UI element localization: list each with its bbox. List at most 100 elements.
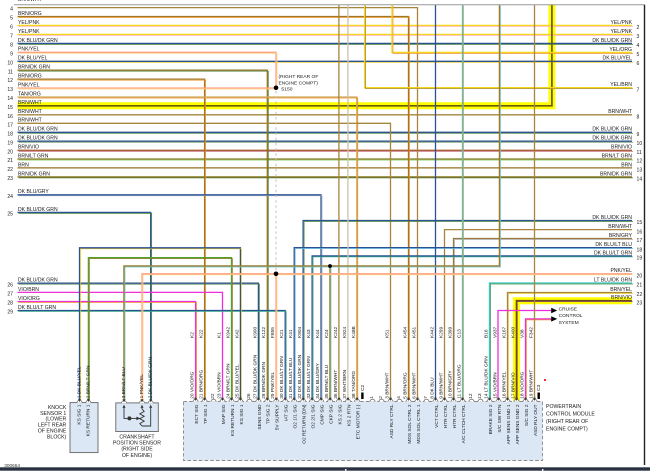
- svg-text:20 VIO/ORG: 20 VIO/ORG: [190, 371, 196, 398]
- svg-text:BRN/DK GRN: BRN/DK GRN: [600, 171, 632, 177]
- svg-text:K1: K1: [216, 332, 222, 338]
- svg-text:DK BLU/DK GRN: DK BLU/DK GRN: [18, 127, 58, 133]
- svg-text:K21: K21: [279, 329, 285, 338]
- svg-text:PNK/YEL: PNK/YEL: [610, 268, 632, 274]
- svg-text:SENSOR 1: SENSOR 1: [40, 411, 66, 417]
- svg-text:C2: C2: [360, 384, 366, 391]
- svg-text:19 BRN/WHT: 19 BRN/WHT: [528, 370, 534, 399]
- svg-text:7: 7: [10, 34, 13, 40]
- svg-text:BRN/WHT: BRN/WHT: [18, 100, 42, 106]
- svg-text:APP SENS GND 1: APP SENS GND 1: [506, 404, 512, 444]
- svg-text:DK BLU/DK GRN: DK BLU/DK GRN: [18, 207, 58, 213]
- svg-text:YEL/BRN: YEL/BRN: [610, 82, 632, 88]
- svg-text:KS SIG 1: KS SIG 1: [239, 404, 245, 424]
- svg-text:CMP SIG: CMP SIG: [320, 404, 326, 424]
- svg-text:BRAKE SIG 2: BRAKE SIG 2: [488, 404, 494, 434]
- svg-text:K242: K242: [333, 326, 339, 338]
- svg-text:15: 15: [637, 220, 643, 226]
- svg-text:K299: K299: [438, 326, 444, 338]
- svg-text:BRN/VIO: BRN/VIO: [18, 145, 39, 151]
- svg-text:11 LT BLU/ORG: 11 LT BLU/ORG: [456, 364, 462, 399]
- svg-text:K24: K24: [324, 329, 330, 338]
- svg-text:9: 9: [10, 51, 13, 57]
- svg-text:BRN/VIO: BRN/VIO: [611, 145, 632, 151]
- svg-text:K122: K122: [261, 326, 267, 338]
- svg-text:MDS SOL CTRL 2: MDS SOL CTRL 2: [407, 404, 413, 443]
- svg-text:12: 12: [7, 78, 13, 84]
- svg-text:26: 26: [7, 282, 13, 288]
- svg-text:DK BLU/DK GRN: DK BLU/DK GRN: [592, 215, 632, 221]
- svg-text:16: 16: [637, 229, 643, 235]
- svg-text:7: 7: [423, 396, 429, 399]
- svg-text:K942: K942: [225, 326, 231, 338]
- svg-text:VIO/ORG: VIO/ORG: [18, 296, 40, 302]
- svg-text:YEL/PNK: YEL/PNK: [18, 20, 40, 26]
- svg-text:DK BLU/LT GRN: DK BLU/LT GRN: [18, 305, 56, 311]
- svg-text:K451: K451: [411, 326, 417, 338]
- svg-text:O2 1/1 SIG: O2 1/1 SIG: [293, 404, 299, 428]
- svg-text:TAN/ORG: TAN/ORG: [18, 91, 41, 97]
- svg-text:O2 RETURN (DN): O2 RETURN (DN): [302, 404, 308, 444]
- svg-text:23: 23: [637, 300, 643, 306]
- svg-text:15: 15: [7, 105, 13, 111]
- svg-text:K48B: K48B: [351, 326, 357, 338]
- svg-text:VCT CTRL: VCT CTRL: [434, 404, 440, 428]
- svg-text:8: 8: [637, 115, 640, 121]
- svg-text:DK BLU/LT GRN: DK BLU/LT GRN: [594, 250, 632, 256]
- svg-text:HTR CTRL: HTR CTRL: [452, 404, 458, 428]
- svg-text:28: 28: [7, 301, 13, 307]
- svg-text:O2 2/1 SIG: O2 2/1 SIG: [311, 404, 317, 428]
- svg-text:DK BLU/DK GRN: DK BLU/DK GRN: [592, 136, 632, 142]
- svg-text:LEFT REAR: LEFT REAR: [38, 423, 67, 429]
- svg-text:36 BRN/WHT: 36 BRN/WHT: [333, 370, 339, 399]
- svg-text:22: 22: [7, 167, 13, 173]
- svg-text:14 LT BLU/DK GRN: 14 LT BLU/DK GRN: [483, 356, 489, 399]
- svg-text:PNK/YEL: PNK/YEL: [18, 47, 40, 53]
- svg-text:5: 5: [637, 52, 640, 58]
- svg-text:S/C SIG 2: S/C SIG 2: [524, 404, 530, 426]
- svg-text:5V SUPPLY: 5V SUPPLY: [275, 404, 281, 431]
- svg-text:22: 22: [210, 393, 216, 399]
- svg-text:K399: K399: [447, 326, 453, 338]
- svg-text:BRN/ORG: BRN/ORG: [18, 11, 42, 17]
- svg-text:KS 2 RTN: KS 2 RTN: [346, 404, 352, 426]
- svg-text:2: 2: [637, 25, 640, 31]
- svg-text:DK BLU/GRY: DK BLU/GRY: [18, 189, 49, 195]
- svg-text:5 BRN/ORG: 5 BRN/ORG: [402, 372, 408, 399]
- svg-text:C13: C13: [456, 329, 462, 338]
- svg-text:35 BRN/LT BLU: 35 BRN/LT BLU: [324, 364, 330, 398]
- svg-text:13: 13: [477, 393, 483, 399]
- svg-text:MAP SIG: MAP SIG: [221, 404, 227, 424]
- svg-text:3: 3: [637, 34, 640, 40]
- svg-text:29 PNK/YEL: 29 PNK/YEL: [270, 372, 276, 399]
- svg-text:YEL/PNK: YEL/PNK: [18, 29, 40, 35]
- svg-text:37 WHT/BRN: 37 WHT/BRN: [342, 369, 348, 399]
- svg-text:LT BLU/DK GRN: LT BLU/DK GRN: [594, 277, 632, 283]
- svg-text:ASD RLY CTRL: ASD RLY CTRL: [389, 404, 395, 438]
- svg-text:12: 12: [468, 393, 474, 399]
- svg-text:25 DK BLU/YEL: 25 DK BLU/YEL: [234, 364, 240, 399]
- svg-text:17: 17: [7, 122, 13, 128]
- svg-text:12: 12: [637, 159, 643, 165]
- svg-text:BRN/LT GRN: BRN/LT GRN: [602, 153, 633, 159]
- svg-text:DK BLU/YEL: DK BLU/YEL: [18, 56, 48, 62]
- svg-text:10 BRN/GRY: 10 BRN/GRY: [447, 370, 453, 399]
- svg-text:F855: F855: [270, 327, 276, 338]
- svg-text:BRN/GRY: BRN/GRY: [609, 233, 633, 239]
- svg-text:13: 13: [7, 87, 13, 93]
- svg-text:ETC MOTOR (-): ETC MOTOR (-): [355, 404, 361, 439]
- svg-text:DK BLU/LT BLU: DK BLU/LT BLU: [595, 242, 632, 248]
- svg-text:DK BLU/DK GRN: DK BLU/DK GRN: [18, 38, 58, 44]
- svg-text:(LOWER: (LOWER: [46, 417, 67, 423]
- svg-text:20: 20: [7, 149, 13, 155]
- svg-text:B16: B16: [483, 329, 489, 338]
- svg-text:20: 20: [637, 274, 643, 280]
- svg-text:17: 17: [637, 238, 643, 244]
- svg-text:OF ENGINE: OF ENGINE: [38, 429, 67, 435]
- svg-text:7: 7: [637, 87, 640, 93]
- svg-text:S150: S150: [281, 86, 293, 92]
- svg-text:K41: K41: [288, 329, 294, 338]
- svg-text:KNOCK: KNOCK: [48, 405, 67, 411]
- svg-text:2 BRN/LT GRN: 2 BRN/LT GRN: [85, 365, 91, 398]
- svg-text:11: 11: [8, 69, 13, 75]
